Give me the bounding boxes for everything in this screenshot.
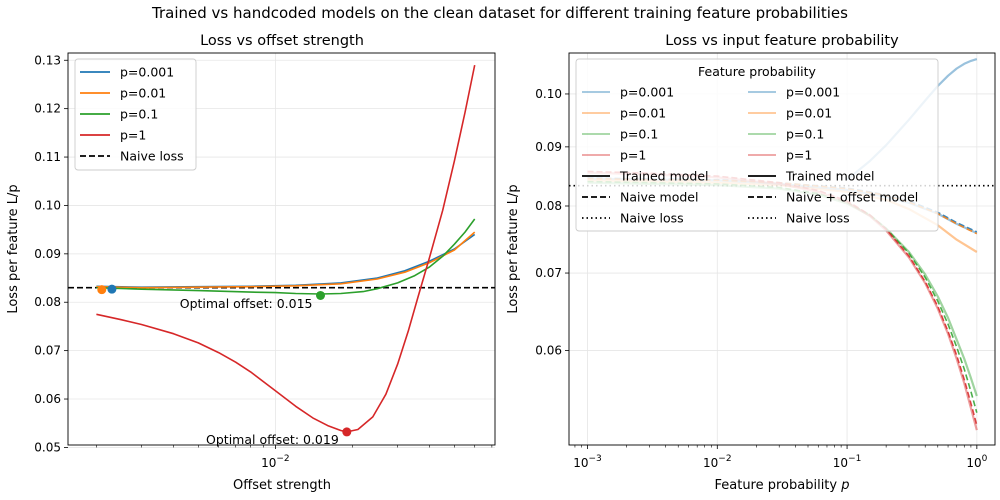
left-y-axis: 0.05 0.06 0.07 0.08 0.09 0.10 0.11 0.12 0.13 [34, 53, 68, 454]
left-legend: p=0.001 p=0.01 p=0.1 p=1 Naive loss [74, 58, 197, 171]
right-ytick-label: 0.09 [535, 140, 562, 154]
left-optimal-marker-p=0.001 [107, 284, 117, 294]
right-legend-label: Naive loss [620, 211, 684, 226]
right-xtick-label: 10−2 [703, 454, 732, 470]
left-ytick-label: 0.06 [34, 392, 61, 406]
left-ytick-label: 0.05 [34, 440, 61, 454]
right-xlabel: Feature probability p [714, 478, 849, 493]
right-ylabel: Loss per feature L/p [506, 184, 521, 313]
right-xtick-label: 10−1 [833, 454, 862, 470]
left-ytick-label: 0.08 [34, 295, 61, 309]
left-series-group: Optimal offset: 0.015 Optimal offset: 0.0… [68, 64, 495, 447]
left-optimal-marker-p=0.01 [97, 285, 107, 295]
right-legend-title: Feature probability [698, 64, 817, 79]
right-legend-label: p=0.001 [786, 85, 840, 100]
left-series-p=0.1 [96, 218, 476, 295]
right-legend-label: Naive model [620, 190, 698, 205]
left-legend-frame [74, 58, 197, 171]
right-xtick-label: 10−3 [573, 454, 602, 470]
right-ytick-label: 0.06 [535, 343, 562, 357]
right-legend-label: p=0.01 [620, 106, 666, 121]
right-legend-label: p=1 [620, 148, 646, 163]
left-series-p=0.01 [96, 231, 476, 289]
right-legend: Feature probability p=0.001 p=0.01 p=0.1 p=1… [575, 58, 939, 232]
right-legend-label: Trained model [785, 169, 875, 184]
left-legend-label: p=0.001 [120, 65, 174, 80]
right-legend-label: Trained model [619, 169, 709, 184]
left-panel: Loss vs offset strength Optimal offset: … [6, 33, 496, 493]
left-x-axis: 10−2 [96, 445, 493, 470]
right-plot-frame [568, 52, 996, 446]
right-xlabel-variable: p [840, 478, 849, 493]
right-ytick-label: 0.08 [535, 199, 562, 213]
right-legend-label: p=0.01 [786, 106, 832, 121]
right-series-p=0.1-naive [587, 180, 978, 413]
left-ylabel: Loss per feature L/p [6, 184, 21, 313]
right-xlabel-text: Feature probability [714, 478, 841, 493]
left-annotation-optimal-offset: Optimal offset: 0.015 [180, 296, 313, 311]
left-ytick-label: 0.10 [34, 198, 61, 212]
left-legend-label: p=1 [120, 128, 146, 143]
right-legend-label: p=0.1 [620, 127, 658, 142]
right-ytick-label: 0.10 [535, 87, 562, 101]
left-xlabel: Offset strength [233, 478, 331, 493]
right-panel: Loss vs input feature probability 0.060.… [506, 33, 996, 493]
left-ytick-label: 0.13 [34, 53, 61, 67]
left-optimal-marker-p=1 [342, 427, 352, 437]
right-legend-label: p=0.1 [786, 127, 824, 142]
left-legend-label: p=0.1 [120, 107, 158, 122]
left-ytick-label: 0.09 [34, 247, 61, 261]
left-legend-label: p=0.01 [120, 86, 166, 101]
left-xtick-label: 10−2 [261, 454, 290, 470]
right-title: Loss vs input feature probability [665, 33, 899, 49]
figure-suptitle: Trained vs handcoded models on the clean… [151, 4, 848, 22]
left-series-p=1 [96, 64, 476, 433]
left-plot-frame [67, 52, 496, 446]
left-title: Loss vs offset strength [200, 33, 364, 49]
right-xtick-label: 100 [966, 454, 987, 470]
right-legend-label: p=0.001 [620, 85, 674, 100]
left-ytick-label: 0.12 [34, 102, 61, 116]
left-ytick-label: 0.07 [34, 344, 61, 358]
right-legend-label: Naive loss [786, 211, 850, 226]
left-optimal-marker-p=0.1 [316, 290, 326, 300]
right-legend-frame [575, 58, 939, 232]
right-y-axis: 0.06 0.07 0.08 0.09 0.10 [535, 87, 569, 357]
right-legend-label: p=1 [786, 148, 812, 163]
left-ytick-label: 0.11 [34, 150, 61, 164]
right-series-p=1-naive [587, 170, 978, 426]
right-x-axis: 10−3 10−2 10−1 100 [573, 445, 988, 470]
right-ytick-label: 0.07 [535, 266, 562, 280]
right-legend-label: Naive + offset model [786, 190, 918, 205]
left-annotation-optimal-offset: Optimal offset: 0.019 [206, 432, 339, 447]
left-legend-label: Naive loss [120, 149, 184, 164]
